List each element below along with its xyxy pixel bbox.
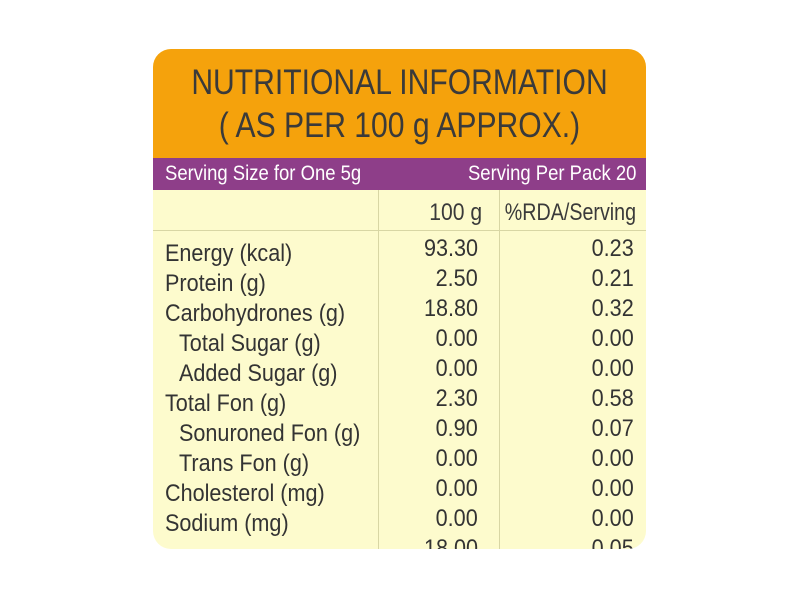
column-divider-1 bbox=[378, 190, 379, 549]
nutrient-per100: 18.00 bbox=[423, 535, 478, 549]
nutrient-per100: 18.80 bbox=[423, 295, 478, 322]
nutrient-name: Energy (kcal) bbox=[165, 240, 293, 267]
table-row: Carbohydrones (g) 18.80 0.32 bbox=[153, 295, 646, 327]
nutrient-per100: 2.30 bbox=[435, 385, 478, 412]
nutrition-panel: NUTRITIONAL INFORMATION ( AS PER 100 g A… bbox=[153, 49, 646, 549]
column-header-rda: %RDA/Serving bbox=[504, 199, 636, 226]
table-row: Cholesterol (mg) 0.00 0.00 bbox=[153, 475, 646, 507]
nutrient-name: Sodium (mg) bbox=[165, 510, 289, 537]
table-row: Sonuroned Fon (g) 0.90 0.07 bbox=[153, 415, 646, 447]
table-row: Protein (g) 2.50 0.21 bbox=[153, 265, 646, 297]
nutrient-rda: 0.00 bbox=[591, 445, 634, 472]
table-row: Sodium (mg) 0.00 0.00 bbox=[153, 505, 646, 537]
nutrient-rows: Energy (kcal) 93.30 0.23 Protein (g) 2.5… bbox=[153, 235, 646, 549]
nutrient-rda: 0.21 bbox=[591, 265, 634, 292]
nutrient-rda: 0.00 bbox=[591, 325, 634, 352]
column-header-100g: 100 g bbox=[429, 199, 482, 226]
table-row: Added Sugar (g) 0.00 0.00 bbox=[153, 355, 646, 387]
nutrient-name: Sonuroned Fon (g) bbox=[179, 420, 361, 447]
column-divider-2 bbox=[499, 190, 500, 549]
nutrient-name: Cholesterol (mg) bbox=[165, 480, 325, 507]
nutrition-header: NUTRITIONAL INFORMATION ( AS PER 100 g A… bbox=[153, 49, 646, 158]
serving-per-pack-label: Serving Per Pack 20 bbox=[467, 162, 636, 185]
nutrient-per100: 0.00 bbox=[435, 445, 478, 472]
nutrient-name: Total Fon (g) bbox=[165, 390, 287, 417]
header-row-divider bbox=[153, 230, 646, 231]
serving-size-label: Serving Size for One 5g bbox=[165, 162, 362, 185]
nutrient-rda: 0.32 bbox=[591, 295, 634, 322]
nutrient-rda: 0.07 bbox=[591, 415, 634, 442]
table-row: Energy (kcal) 93.30 0.23 bbox=[153, 235, 646, 267]
nutrient-name: Carbohydrones (g) bbox=[165, 300, 346, 327]
nutrient-rda: 0.00 bbox=[591, 505, 634, 532]
table-row: Total Sugar (g) 0.00 0.00 bbox=[153, 325, 646, 357]
nutrient-per100: 0.00 bbox=[435, 475, 478, 502]
title-line-1: NUTRITIONAL INFORMATION bbox=[191, 63, 608, 102]
nutrient-rda: 0.58 bbox=[591, 385, 634, 412]
nutrient-rda: 0.00 bbox=[591, 355, 634, 382]
nutrient-per100: 0.00 bbox=[435, 325, 478, 352]
nutrient-name: Added Sugar (g) bbox=[179, 360, 338, 387]
nutrient-per100: 93.30 bbox=[423, 235, 478, 262]
table-row: 18.00 0.05 bbox=[153, 535, 646, 549]
nutrient-rda: 0.05 bbox=[591, 535, 634, 549]
nutrient-rda: 0.00 bbox=[591, 475, 634, 502]
table-row: Total Fon (g) 2.30 0.58 bbox=[153, 385, 646, 417]
nutrient-per100: 0.00 bbox=[435, 355, 478, 382]
nutrient-per100: 2.50 bbox=[435, 265, 478, 292]
nutrient-per100: 0.90 bbox=[435, 415, 478, 442]
title-line-2: ( AS PER 100 g APPROX.) bbox=[218, 106, 581, 145]
nutrient-per100: 0.00 bbox=[435, 505, 478, 532]
nutrient-rda: 0.23 bbox=[591, 235, 634, 262]
table-row: Trans Fon (g) 0.00 0.00 bbox=[153, 445, 646, 477]
serving-band: Serving Size for One 5g Serving Per Pack… bbox=[153, 158, 646, 190]
nutrient-name: Protein (g) bbox=[165, 270, 266, 297]
nutrient-name: Total Sugar (g) bbox=[179, 330, 321, 357]
nutrient-name: Trans Fon (g) bbox=[179, 450, 310, 477]
